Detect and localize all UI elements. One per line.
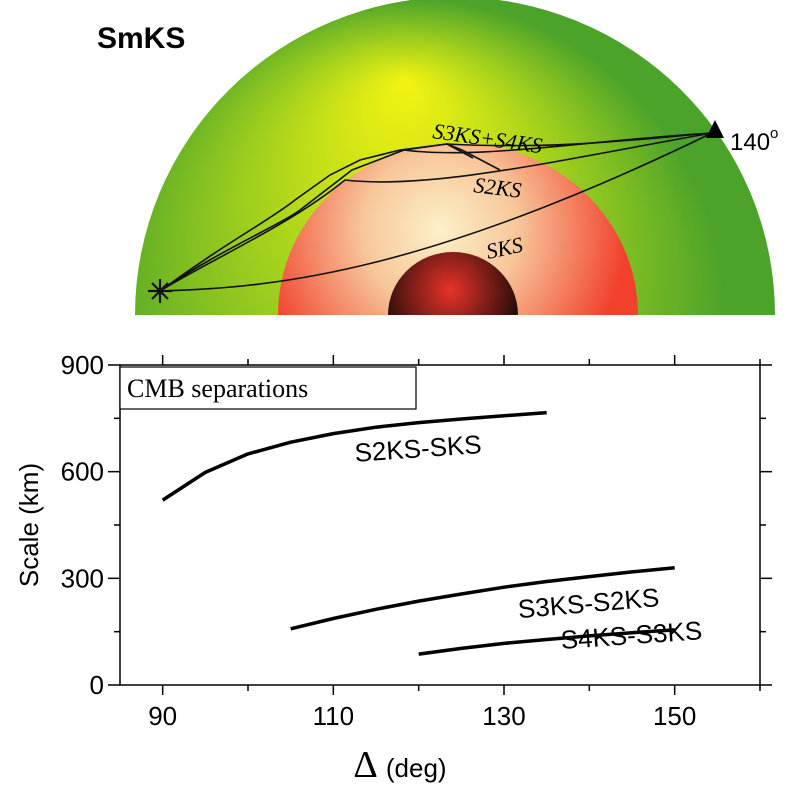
- axis-tick-labels: 90 110 130 150 0 300 600 900: [61, 350, 697, 731]
- source-star-icon: [148, 279, 172, 303]
- ray-s2ks: [159, 132, 713, 292]
- earth-cross-section: [135, 0, 775, 315]
- diagram-title: SmKS: [97, 22, 185, 55]
- x-tick-label: 110: [313, 701, 354, 731]
- y-tick-label: 900: [61, 350, 104, 380]
- y-tick-label: 300: [61, 563, 104, 593]
- x-axis-label: Δ (deg): [353, 744, 446, 786]
- receiver-distance-label: 140o: [730, 125, 778, 156]
- series-label-s3ks-s2ks: S3KS-S2KS: [517, 582, 661, 624]
- inner-core-half-disk: [388, 252, 518, 315]
- axis-ticks: [108, 355, 772, 695]
- box-label-frame: [119, 366, 417, 410]
- ray-paths: [159, 132, 713, 292]
- series-line-s2ks-sks: [161, 410, 547, 502]
- ray-sks: [159, 132, 713, 292]
- series-label-s2ks-sks: S2KS-SKS: [354, 429, 483, 468]
- ray-s4ks-b: [446, 143, 501, 171]
- box-label: CMB separations: [127, 374, 308, 403]
- series-line-s4ks-s3ks: [418, 628, 675, 656]
- series-line-s3ks-s2ks: [290, 565, 675, 631]
- x-tick-label: 150: [653, 701, 696, 731]
- phase-label-s2ks: S2KS: [472, 172, 522, 203]
- x-tick-label: 90: [148, 701, 177, 731]
- outer-core-half-disk: [278, 143, 638, 315]
- y-axis-label: Scale (km): [14, 463, 44, 587]
- series-label-s4ks-s3ks: S4KS-S3KS: [560, 615, 703, 655]
- series-lines: [161, 410, 675, 656]
- receiver-triangle-icon: [706, 120, 724, 138]
- x-tick-label: 130: [482, 701, 525, 731]
- y-tick-label: 600: [61, 457, 104, 487]
- y-tick-label: 0: [90, 670, 104, 700]
